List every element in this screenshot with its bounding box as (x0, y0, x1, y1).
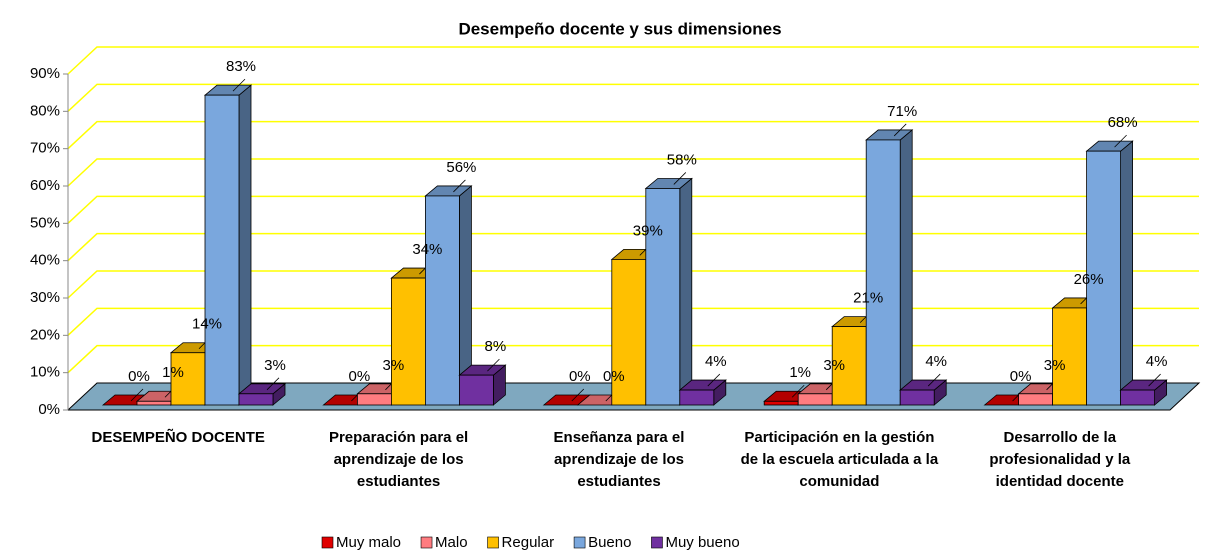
bar (797, 393, 833, 406)
x-tick-label: Preparación para el aprendizaje de los e… (328, 429, 469, 490)
label-leader (707, 373, 721, 387)
label-leader (1148, 373, 1161, 387)
y-tick-label: 30% (30, 289, 60, 306)
value-label: 4% (705, 353, 727, 370)
bar-side (238, 84, 252, 406)
legend-label: Malo (435, 534, 468, 551)
bar (356, 393, 392, 406)
value-label: 3% (383, 357, 405, 374)
value-label: 21% (853, 290, 883, 307)
value-label: 14% (192, 316, 222, 333)
value-label: 0% (1010, 368, 1032, 385)
value-label: 0% (349, 368, 371, 385)
grid-line (67, 232, 1199, 262)
label-leader (487, 358, 500, 372)
label-leader (453, 179, 466, 193)
bar (1120, 389, 1155, 406)
legend-swatch (420, 536, 433, 549)
y-tick-label: 60% (30, 177, 60, 194)
value-label: 0% (569, 368, 591, 385)
value-label: 4% (1146, 353, 1168, 370)
legend-swatch (651, 536, 663, 549)
value-label: 8% (485, 338, 507, 355)
label-leader (571, 388, 585, 402)
value-label: 3% (823, 357, 845, 374)
bar (390, 277, 426, 406)
label-leader (791, 384, 805, 398)
y-tick-label: 50% (30, 214, 60, 231)
grid-line (67, 195, 1199, 224)
grid-line (67, 46, 1199, 75)
chart-title: Desempeño docente y sus dimensiones (458, 19, 781, 38)
y-tick-label: 90% (30, 65, 60, 82)
legend-label: Muy bueno (665, 534, 739, 551)
label-leader (130, 388, 144, 402)
legend-label: Muy malo (336, 534, 401, 551)
x-tick-label: Enseñanza para el aprendizaje de los est… (553, 429, 685, 490)
bar-side (1120, 140, 1133, 406)
y-tick-label: 40% (30, 252, 60, 269)
label-leader (1114, 134, 1127, 148)
y-tick-label: 80% (30, 102, 60, 119)
x-tick-label: Participación en la gestión de la escuel… (740, 429, 939, 490)
legend-label: Bueno (588, 534, 631, 551)
label-leader (927, 373, 941, 387)
value-label: 39% (633, 222, 663, 239)
value-label: 83% (226, 58, 256, 75)
grid-line (67, 307, 1199, 336)
bar (136, 400, 172, 406)
value-label: 0% (603, 368, 625, 385)
bar-side (679, 177, 693, 406)
grid-line (67, 120, 1199, 150)
legend-label: Regular (502, 534, 555, 551)
bar (1052, 307, 1087, 406)
value-label: 3% (1044, 357, 1066, 374)
bar (424, 195, 460, 406)
value-label: 68% (1108, 114, 1138, 131)
y-tick-label: 0% (38, 401, 60, 418)
bar (1018, 393, 1053, 406)
grid-line (67, 344, 1199, 374)
legend-swatch (487, 536, 499, 549)
x-tick-label: DESEMPEÑO DOCENTE (91, 429, 265, 446)
bar (679, 389, 715, 406)
grid-line (67, 270, 1199, 299)
value-label: 1% (789, 364, 811, 381)
bar (458, 374, 494, 406)
bar (645, 188, 681, 406)
label-leader (232, 78, 246, 92)
x-tick-label: Desarrollo de la profesionalidad y la id… (989, 429, 1131, 490)
value-label: 56% (446, 159, 476, 176)
y-tick-label: 70% (30, 140, 60, 157)
bar (1086, 150, 1121, 406)
grid-line (67, 83, 1199, 112)
value-label: 0% (128, 368, 150, 385)
y-tick-label: 20% (30, 326, 60, 343)
bar (899, 389, 935, 406)
value-label: 71% (887, 103, 917, 120)
value-label: 4% (925, 353, 947, 370)
value-label: 1% (162, 364, 184, 381)
label-leader (673, 172, 687, 185)
bar (611, 258, 647, 406)
y-tick-label: 10% (30, 364, 60, 381)
bar (763, 400, 799, 406)
value-label: 3% (264, 357, 286, 374)
legend-swatch (321, 536, 334, 549)
value-label: 26% (1074, 271, 1104, 288)
bar (204, 94, 240, 406)
value-label: 58% (667, 151, 697, 168)
label-leader (893, 123, 907, 137)
value-label: 34% (412, 241, 442, 258)
grid-line (67, 158, 1199, 187)
bar (865, 139, 901, 406)
bar (170, 352, 206, 406)
bar (238, 393, 274, 406)
legend-swatch (573, 536, 586, 549)
label-leader (266, 377, 280, 391)
bar-side (899, 129, 913, 406)
